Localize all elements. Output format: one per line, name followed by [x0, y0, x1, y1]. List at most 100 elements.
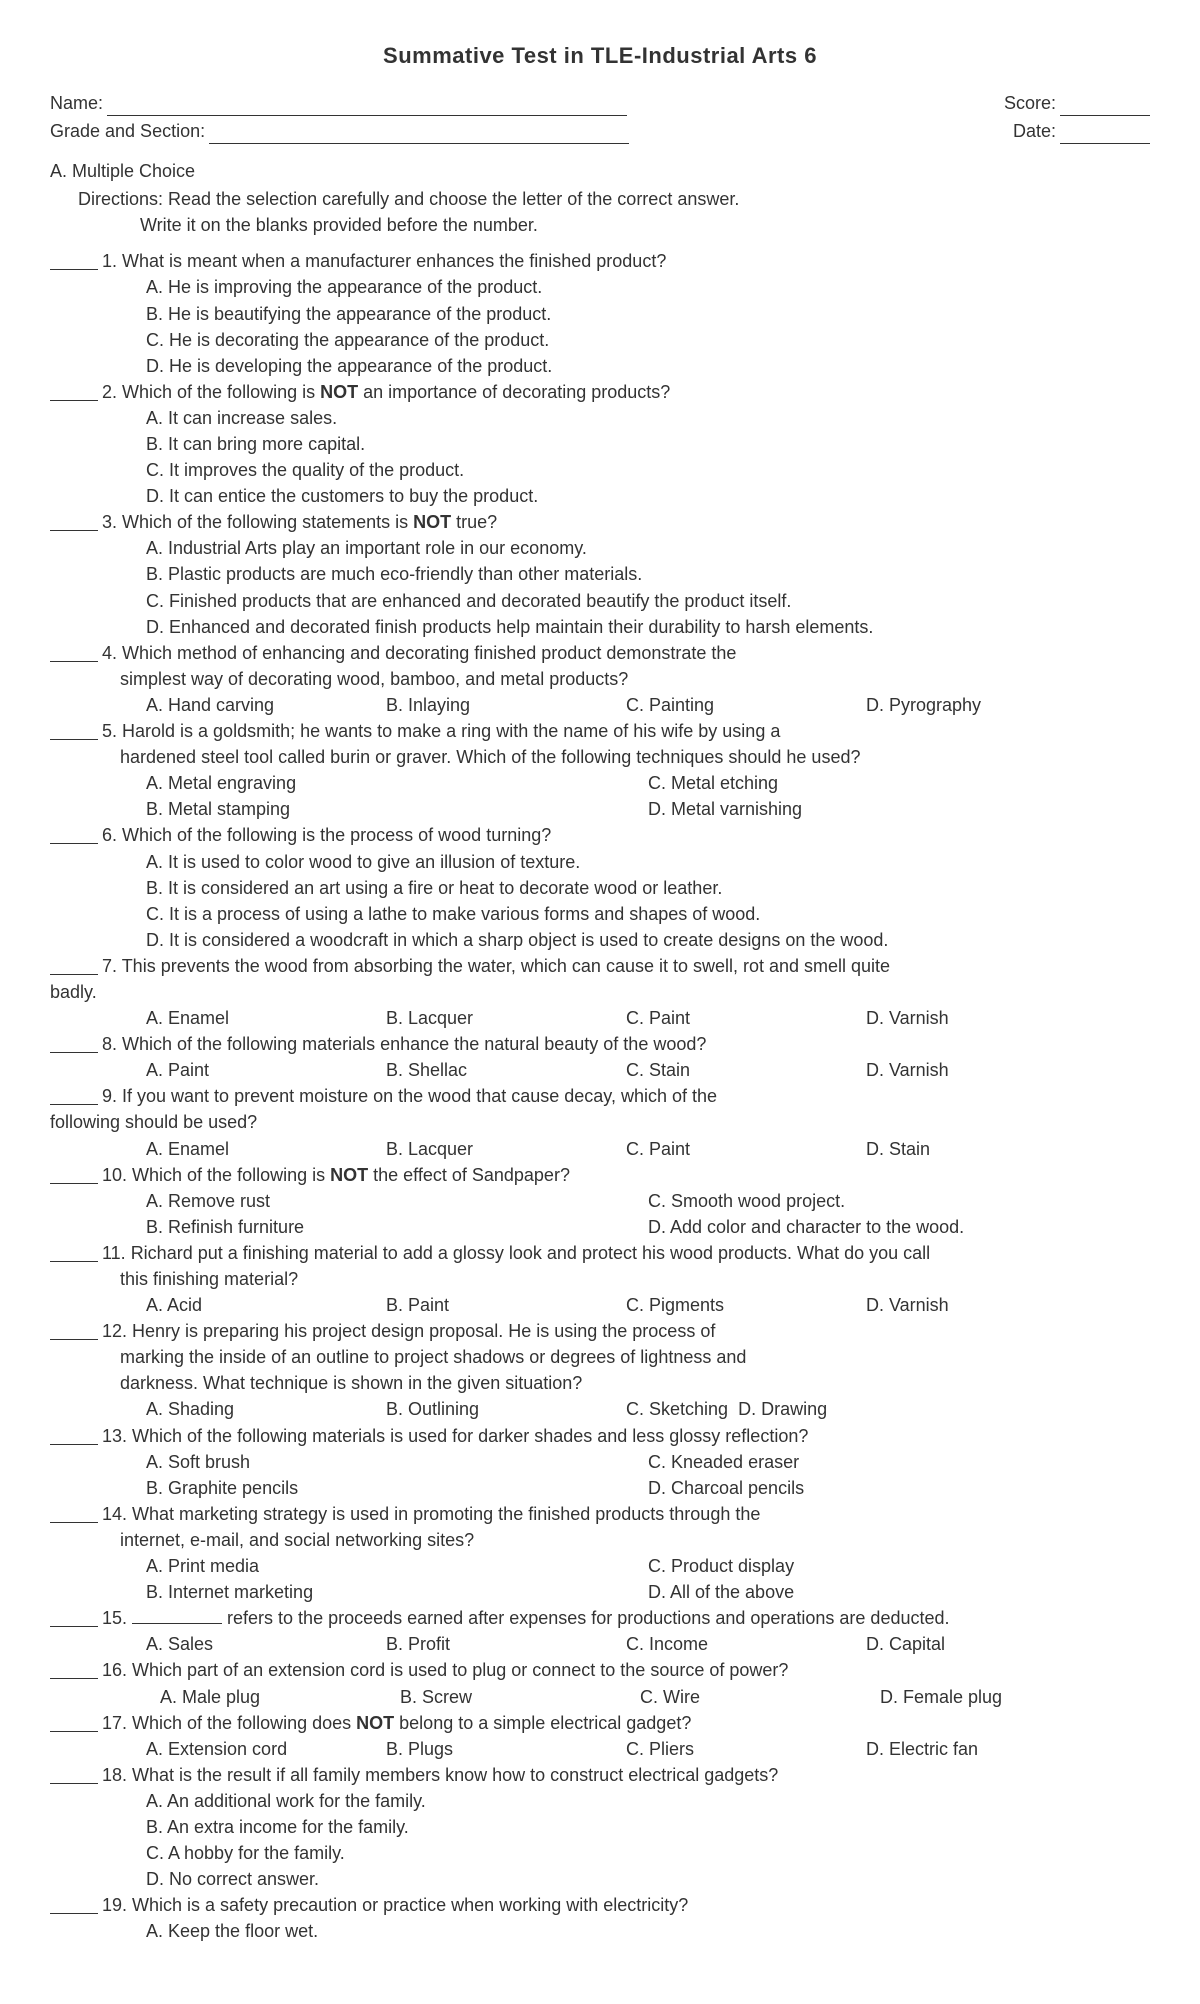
question-text: 16. Which part of an extension cord is u… [102, 1657, 788, 1683]
answer-blank[interactable] [50, 1087, 98, 1105]
choice: A. An additional work for the family. [146, 1788, 1150, 1814]
question-text: 14. What marketing strategy is used in p… [102, 1501, 760, 1527]
answer-blank[interactable] [50, 722, 98, 740]
choice: C. Income [626, 1631, 806, 1657]
choice: A. Shading [146, 1396, 326, 1422]
answer-blank[interactable] [50, 1896, 98, 1914]
choice: D. It is considered a woodcraft in which… [146, 927, 1150, 953]
choice: D. Capital [866, 1631, 1046, 1657]
question-text: 17. Which of the following does NOT belo… [102, 1710, 691, 1736]
choice: C. It is a process of using a lathe to m… [146, 901, 1150, 927]
choice: C. Finished products that are enhanced a… [146, 588, 1150, 614]
fill-blank[interactable] [132, 1623, 222, 1624]
answer-blank[interactable] [50, 1609, 98, 1627]
header-row-1: Name: Score: [50, 90, 1150, 116]
choice: B. It is considered an art using a fire … [146, 875, 1150, 901]
answer-blank[interactable] [50, 1714, 98, 1732]
name-blank[interactable] [107, 115, 627, 116]
name-label: Name: [50, 90, 103, 116]
question-text: 12. Henry is preparing his project desig… [102, 1318, 715, 1344]
choice: D. No correct answer. [146, 1866, 1150, 1892]
choice: A. Enamel [146, 1005, 326, 1031]
grade-label: Grade and Section: [50, 118, 205, 144]
choice: C. Wire [640, 1684, 820, 1710]
question-text-cont: this finishing material? [120, 1266, 1150, 1292]
choice: B. He is beautifying the appearance of t… [146, 301, 1150, 327]
answer-blank[interactable] [50, 1166, 98, 1184]
choice: C. Painting [626, 692, 806, 718]
answer-blank[interactable] [50, 1661, 98, 1679]
choice: B. Outlining [386, 1396, 566, 1422]
question-text: 8. Which of the following materials enha… [102, 1031, 706, 1057]
answer-blank[interactable] [50, 1427, 98, 1445]
question-text: 5. Harold is a goldsmith; he wants to ma… [102, 718, 780, 744]
choice: B. Metal stamping [146, 796, 648, 822]
choice: B. Lacquer [386, 1136, 566, 1162]
answer-blank[interactable] [50, 644, 98, 662]
answer-blank[interactable] [50, 513, 98, 531]
choice: A. Sales [146, 1631, 326, 1657]
choice: C. Stain [626, 1057, 806, 1083]
question-text-cont: marking the inside of an outline to proj… [120, 1344, 1150, 1370]
choice: C. Product display [648, 1553, 1150, 1579]
date-label: Date: [1013, 118, 1056, 144]
question-text-cont: badly. [50, 979, 1150, 1005]
choice: B. Plastic products are much eco-friendl… [146, 561, 1150, 587]
choice: C. Paint [626, 1005, 806, 1031]
question-text-cont: following should be used? [50, 1109, 1150, 1135]
choice: A. Keep the floor wet. [146, 1918, 1150, 1944]
choice: B. Lacquer [386, 1005, 566, 1031]
choice: A. Extension cord [146, 1736, 326, 1762]
choice: C. Pigments [626, 1292, 806, 1318]
choice: A. Enamel [146, 1136, 326, 1162]
choice: A. Paint [146, 1057, 326, 1083]
answer-blank[interactable] [50, 826, 98, 844]
choice: A. Print media [146, 1553, 648, 1579]
choice: B. Inlaying [386, 692, 566, 718]
choice: D. Metal varnishing [648, 796, 1150, 822]
question-text: 19. Which is a safety precaution or prac… [102, 1892, 688, 1918]
directions-line-1: Directions: Read the selection carefully… [78, 186, 1150, 212]
question-text: 15. refers to the proceeds earned after … [102, 1605, 950, 1631]
choice: D. Stain [866, 1136, 1046, 1162]
question-text: 7. This prevents the wood from absorbing… [102, 953, 890, 979]
choice: C. Pliers [626, 1736, 806, 1762]
answer-blank[interactable] [50, 1244, 98, 1262]
choice: A. Metal engraving [146, 770, 648, 796]
answer-blank[interactable] [50, 1766, 98, 1784]
question-text-cont: internet, e-mail, and social networking … [120, 1527, 1150, 1553]
choice: C. Paint [626, 1136, 806, 1162]
part-a-heading: A. Multiple Choice [50, 158, 1150, 184]
answer-blank[interactable] [50, 1505, 98, 1523]
date-blank[interactable] [1060, 143, 1150, 144]
question-text: 9. If you want to prevent moisture on th… [102, 1083, 717, 1109]
choice: D. Enhanced and decorated finish product… [146, 614, 1150, 640]
choice: B. Internet marketing [146, 1579, 648, 1605]
choice: D. Electric fan [866, 1736, 1046, 1762]
question-text: 11. Richard put a finishing material to … [102, 1240, 930, 1266]
choice: A. Hand carving [146, 692, 326, 718]
answer-blank[interactable] [50, 957, 98, 975]
header-row-2: Grade and Section: Date: [50, 118, 1150, 144]
question-text-cont: hardened steel tool called burin or grav… [120, 744, 1150, 770]
choice: B. An extra income for the family. [146, 1814, 1150, 1840]
choice: C. He is decorating the appearance of th… [146, 327, 1150, 353]
choice: A. Industrial Arts play an important rol… [146, 535, 1150, 561]
answer-blank[interactable] [50, 383, 98, 401]
question-text: 18. What is the result if all family mem… [102, 1762, 778, 1788]
answer-blank[interactable] [50, 1035, 98, 1053]
question-text-cont: simplest way of decorating wood, bamboo,… [120, 666, 1150, 692]
choice: D. Varnish [866, 1057, 1046, 1083]
choice: D. Pyrography [866, 692, 1046, 718]
answer-blank[interactable] [50, 252, 98, 270]
answer-blank[interactable] [50, 1322, 98, 1340]
choice: B. Plugs [386, 1736, 566, 1762]
score-blank[interactable] [1060, 115, 1150, 116]
choice: D. He is developing the appearance of th… [146, 353, 1150, 379]
directions-line-2: Write it on the blanks provided before t… [140, 212, 1150, 238]
choice: B. Shellac [386, 1057, 566, 1083]
question-text: 10. Which of the following is NOT the ef… [102, 1162, 570, 1188]
choice: D. It can entice the customers to buy th… [146, 483, 1150, 509]
grade-blank[interactable] [209, 143, 629, 144]
choice: B. Profit [386, 1631, 566, 1657]
